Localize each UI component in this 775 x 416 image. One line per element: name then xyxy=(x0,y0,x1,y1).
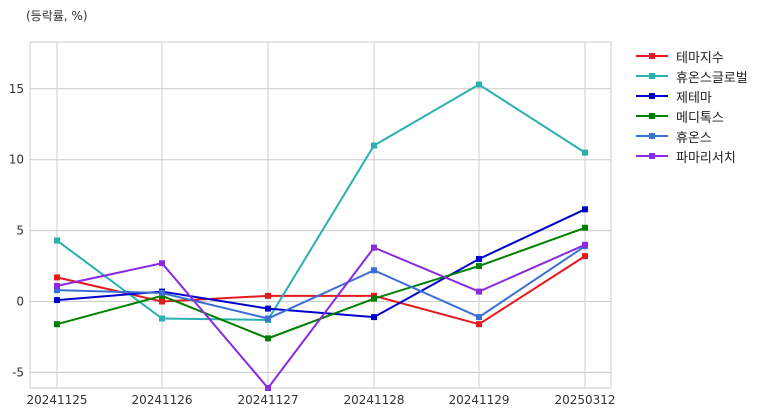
legend-label: 제테마 xyxy=(676,90,712,106)
x-tick-label: 20241128 xyxy=(343,393,404,407)
series-line xyxy=(56,255,586,326)
data-point xyxy=(371,267,377,274)
gridlines xyxy=(30,42,611,388)
data-point xyxy=(54,274,60,281)
data-point xyxy=(265,305,271,312)
data-point xyxy=(54,282,60,289)
data-point xyxy=(476,321,482,328)
data-point xyxy=(582,149,588,156)
data-point xyxy=(582,206,588,213)
x-tick-label: 20241129 xyxy=(448,393,509,407)
x-tick-labels: 20241125 20241126 20241127 20241128 20241129… xyxy=(26,393,615,407)
data-point xyxy=(476,263,482,270)
data-point xyxy=(371,142,377,149)
x-tick-label: 20241127 xyxy=(237,393,298,407)
y-tick-label: 10 xyxy=(9,153,24,167)
plot-area xyxy=(29,41,612,389)
legend-label: 파마리서치 xyxy=(676,150,736,166)
legend-swatch xyxy=(636,70,668,82)
data-point xyxy=(159,315,165,322)
data-point xyxy=(54,237,60,244)
legend-label: 휴온스 xyxy=(676,130,712,146)
data-point xyxy=(159,289,165,296)
legend-swatch xyxy=(636,130,668,142)
series-line xyxy=(56,83,586,321)
data-point xyxy=(265,385,271,391)
data-point xyxy=(54,321,60,328)
data-point xyxy=(265,315,271,322)
legend-swatch xyxy=(636,90,668,102)
data-point xyxy=(265,335,271,342)
series-line xyxy=(56,245,586,320)
legend-item: 테마지수 xyxy=(636,46,748,66)
x-tick-label: 20250312 xyxy=(554,393,615,407)
legend-swatch xyxy=(636,110,668,122)
data-point xyxy=(476,314,482,321)
y-tick-label: -5 xyxy=(12,365,24,379)
data-point xyxy=(54,297,60,304)
legend-item: 휴온스 xyxy=(636,126,748,146)
legend-item: 휴온스글로벌 xyxy=(636,66,748,86)
data-point xyxy=(582,253,588,260)
legend-label: 메디톡스 xyxy=(676,110,724,126)
legend-label: 테마지수 xyxy=(676,50,724,66)
data-point xyxy=(582,241,588,248)
legend-item: 파마리서치 xyxy=(636,146,748,166)
y-tick-label: 0 xyxy=(16,295,24,309)
data-point xyxy=(159,298,165,305)
legend-swatch xyxy=(636,150,668,162)
series-lines xyxy=(54,81,588,391)
legend-item: 메디톡스 xyxy=(636,106,748,126)
data-point xyxy=(476,288,482,295)
x-tick-label: 20241126 xyxy=(131,393,192,407)
data-point xyxy=(371,295,377,302)
data-point xyxy=(582,224,588,231)
data-point xyxy=(265,292,271,299)
data-point xyxy=(54,287,60,294)
data-point xyxy=(371,244,377,251)
legend-item: 제테마 xyxy=(636,86,748,106)
data-point xyxy=(159,260,165,267)
y-tick-label: 15 xyxy=(9,82,24,96)
series-line xyxy=(56,243,586,390)
data-point xyxy=(476,81,482,88)
y-axis-label: (등락률, %) xyxy=(26,9,88,23)
legend-swatch xyxy=(636,50,668,62)
series-6 xyxy=(54,241,588,391)
data-point xyxy=(476,255,482,262)
x-tick-label: 20241125 xyxy=(26,393,87,407)
y-tick-labels: -5 0 5 10 15 xyxy=(9,82,24,380)
data-point xyxy=(371,314,377,321)
legend-label: 휴온스글로벌 xyxy=(676,70,748,86)
y-tick-label: 5 xyxy=(16,224,24,238)
